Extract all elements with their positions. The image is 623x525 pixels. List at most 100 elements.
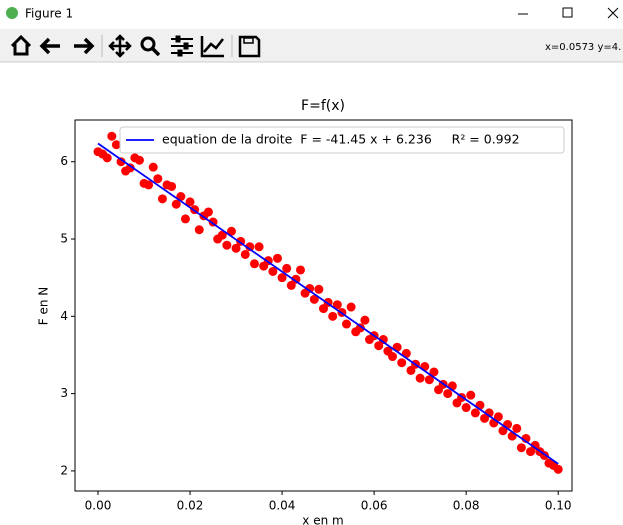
data-point <box>185 197 195 207</box>
data-point <box>203 207 213 217</box>
y-axis-label: F en N <box>37 287 51 326</box>
data-point <box>295 265 305 275</box>
back-button[interactable] <box>39 37 60 55</box>
data-point <box>378 335 388 345</box>
save-button[interactable] <box>238 35 261 58</box>
chart-title: F=f(x) <box>301 98 345 114</box>
data-point <box>374 341 384 351</box>
data-point <box>153 174 163 184</box>
x-tick-label: 0.02 <box>177 499 204 513</box>
y-tick-label: 5 <box>60 232 68 246</box>
data-point <box>111 140 121 150</box>
slider-knob <box>177 49 183 57</box>
cursor-status: x=0.0573 y=4. <box>545 42 621 53</box>
x-tick-label: 0.00 <box>85 499 112 513</box>
y-tick-label: 2 <box>60 463 68 477</box>
pan-button[interactable] <box>108 34 132 58</box>
data-point <box>406 365 416 375</box>
data-point <box>125 163 135 173</box>
y-tick-label: 6 <box>60 154 68 168</box>
data-point <box>424 375 434 385</box>
x-tick-label: 0.04 <box>269 499 296 513</box>
data-point <box>530 440 540 450</box>
data-point <box>116 157 126 167</box>
data-point <box>429 367 439 377</box>
data-point <box>231 243 241 253</box>
data-point <box>171 199 181 209</box>
data-point <box>282 263 292 273</box>
data-point <box>148 162 158 172</box>
data-point <box>397 358 407 368</box>
toolbar <box>0 29 623 62</box>
data-point <box>254 242 264 252</box>
axes-button[interactable] <box>200 36 224 58</box>
data-point <box>342 319 352 329</box>
data-point <box>493 412 503 422</box>
data-point <box>461 403 471 413</box>
x-tick-label: 0.06 <box>361 499 388 513</box>
x-axis-label: x en m <box>302 514 343 525</box>
data-point <box>226 226 236 236</box>
data-point <box>107 131 117 141</box>
data-point <box>516 443 526 453</box>
home-button[interactable] <box>10 34 32 56</box>
data-point <box>314 284 324 294</box>
slider-knob <box>183 42 189 50</box>
data-point <box>134 155 144 165</box>
data-point <box>180 214 190 224</box>
data-point <box>240 249 250 259</box>
data-point <box>512 423 522 433</box>
data-point <box>319 304 328 314</box>
forward-button[interactable] <box>74 37 95 55</box>
data-point <box>443 389 453 399</box>
data-point <box>388 352 398 362</box>
data-point <box>346 302 356 312</box>
fit-line <box>97 142 559 465</box>
data-point <box>102 153 112 163</box>
data-point <box>309 294 319 304</box>
data-point <box>415 373 425 383</box>
data-point <box>286 280 296 290</box>
data-point <box>291 274 301 284</box>
data-point <box>157 194 167 204</box>
data-point <box>498 426 508 436</box>
data-point <box>268 266 278 276</box>
data-point <box>470 408 480 418</box>
data-point <box>217 230 227 240</box>
data-point <box>194 225 204 235</box>
data-point <box>553 464 563 474</box>
data-point <box>167 181 177 191</box>
data-point <box>355 323 365 333</box>
data-point <box>245 242 255 252</box>
window-title: Figure 1 <box>25 7 73 21</box>
legend-label: equation de la droite F = -41.45 x + 6.2… <box>162 132 520 147</box>
y-tick-label: 4 <box>60 309 68 323</box>
data-point <box>466 390 476 400</box>
legend-box <box>119 126 565 154</box>
save-icon-part <box>243 37 254 44</box>
close-button[interactable] <box>607 7 619 19</box>
slider-knob <box>175 35 181 43</box>
toolbar-icons: x=0.0573 y=4. <box>10 34 621 58</box>
data-point <box>305 283 315 293</box>
plot-frame <box>74 119 573 492</box>
data-point <box>277 273 287 283</box>
maximize-button[interactable] <box>562 7 573 18</box>
zoom-handle <box>150 46 161 57</box>
data-point <box>222 240 232 250</box>
data-point <box>328 311 338 321</box>
data-point <box>272 253 282 263</box>
data-point <box>144 180 154 190</box>
data-point <box>249 259 259 269</box>
data-point <box>360 315 370 325</box>
zoom-button[interactable] <box>140 36 156 52</box>
title-bar: Figure 1 <box>6 7 619 21</box>
x-tick-label: 0.10 <box>545 499 572 513</box>
y-tick-label: 3 <box>60 386 68 400</box>
data-point <box>332 300 342 310</box>
app-icon <box>6 7 18 19</box>
data-point <box>526 447 536 457</box>
x-tick-label: 0.08 <box>453 499 480 513</box>
